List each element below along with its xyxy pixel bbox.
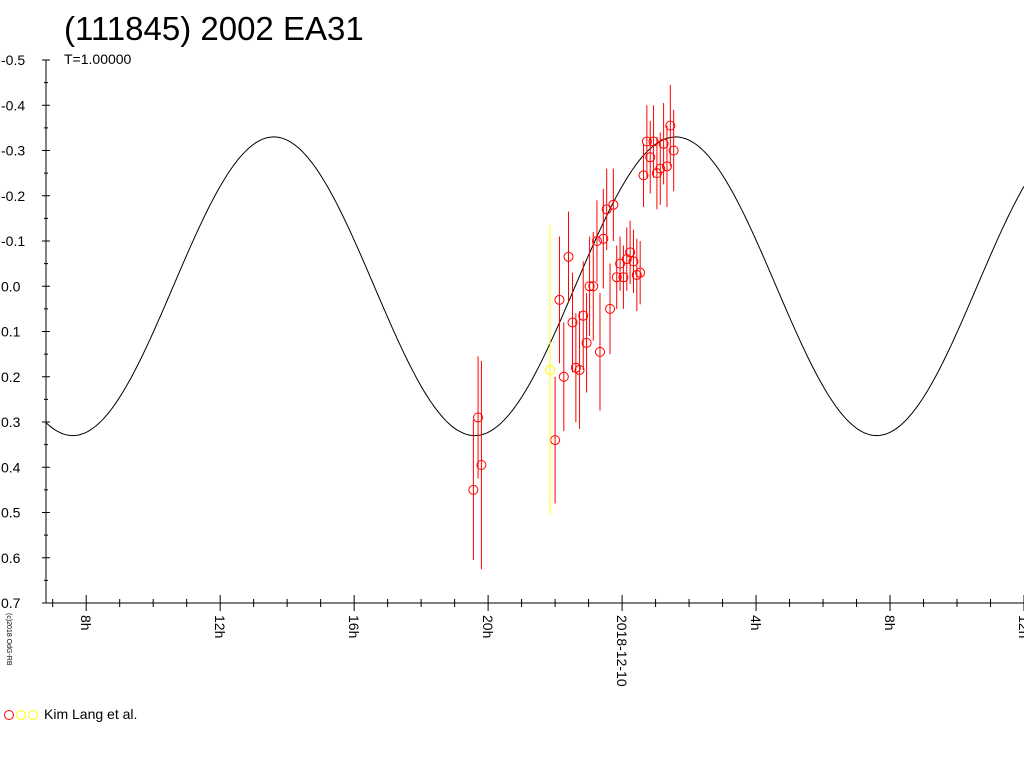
- data-point: [621, 254, 632, 265]
- data-point: [655, 163, 666, 174]
- data-point: [615, 258, 626, 269]
- fit-curve-layer: [45, 136, 1024, 437]
- data-point: [661, 161, 672, 172]
- data-point: [638, 170, 649, 181]
- y-tick-label: -0.1: [1, 233, 25, 249]
- data-point: [563, 251, 574, 262]
- y-tick-label: -0.5: [1, 52, 25, 68]
- data-points-layer: [468, 84, 679, 570]
- data-point: [567, 317, 578, 328]
- y-tick-label: -0.3: [1, 143, 25, 159]
- legend: Kim Lang et al.: [4, 706, 137, 722]
- legend-label: Kim Lang et al.: [44, 706, 137, 722]
- chart-subtitle: T=1.00000: [64, 51, 132, 67]
- data-point: [584, 281, 595, 292]
- data-point: [658, 138, 669, 149]
- data-point: [554, 294, 565, 305]
- data-point: [665, 120, 676, 131]
- y-tick-label: 0.2: [1, 369, 21, 385]
- legend-marker-yellow-2: [28, 710, 38, 720]
- data-point: [581, 337, 592, 348]
- data-point: [608, 199, 619, 210]
- data-point: [578, 310, 589, 321]
- x-tick-label: 8h: [78, 615, 94, 631]
- data-point: [648, 136, 659, 147]
- data-point: [558, 371, 569, 382]
- data-point: [598, 233, 609, 244]
- y-tick-label: 0.4: [1, 459, 21, 475]
- y-tick-label: 0.7: [1, 595, 21, 611]
- fit-curve-line: [45, 136, 1024, 437]
- data-point: [588, 281, 599, 292]
- x-tick-label: 12h: [212, 615, 228, 638]
- data-point: [605, 303, 616, 314]
- x-tick-label: 12h: [1016, 615, 1024, 638]
- y-tick-label: 0.6: [1, 550, 21, 566]
- y-tick-group: -0.5 -0.4 -0.3 -0.2 -0.1 0.0 0.1 0.2 0.3 0.4 0.5 0.…: [1, 52, 50, 611]
- legend-marker-red: [4, 710, 14, 720]
- data-point: [545, 364, 556, 375]
- legend-marker-yellow: [16, 710, 26, 720]
- y-tick-label: 0.5: [1, 505, 21, 521]
- data-point: [594, 346, 605, 357]
- x-tick-label: 2018-12-10: [614, 615, 630, 687]
- y-tick-label: -0.4: [1, 97, 25, 113]
- data-point: [631, 269, 642, 280]
- data-point: [625, 247, 636, 258]
- x-tick-group: 8h 12h 16h 20h 2018-12-10 4h 8h 12h: [52, 595, 1024, 687]
- x-tick-label: 20h: [480, 615, 496, 638]
- data-point: [628, 256, 639, 267]
- data-point: [645, 152, 656, 163]
- data-point: [468, 484, 479, 495]
- y-tick-label: 0.1: [1, 324, 21, 340]
- data-point: [550, 435, 561, 446]
- data-point: [635, 267, 646, 278]
- data-point: [473, 412, 484, 423]
- data-point: [574, 364, 585, 375]
- data-point: [618, 272, 629, 283]
- data-point: [641, 136, 652, 147]
- y-tick-label: -0.2: [1, 188, 25, 204]
- y-tick-label: 0.3: [1, 414, 21, 430]
- y-tick-label: 0.0: [1, 278, 21, 294]
- data-point: [476, 459, 487, 470]
- data-point: [668, 145, 679, 156]
- x-tick-label: 16h: [346, 615, 362, 638]
- x-tick-label: 8h: [882, 615, 898, 631]
- chart-title: (111845) 2002 EA31: [64, 10, 364, 47]
- data-point: [591, 236, 602, 246]
- data-point: [601, 204, 612, 215]
- copyright-text: (c)2018 OdG-RB: [5, 613, 12, 666]
- axis-layer: [45, 60, 1024, 604]
- x-tick-label: 4h: [748, 615, 764, 631]
- data-point: [611, 272, 622, 283]
